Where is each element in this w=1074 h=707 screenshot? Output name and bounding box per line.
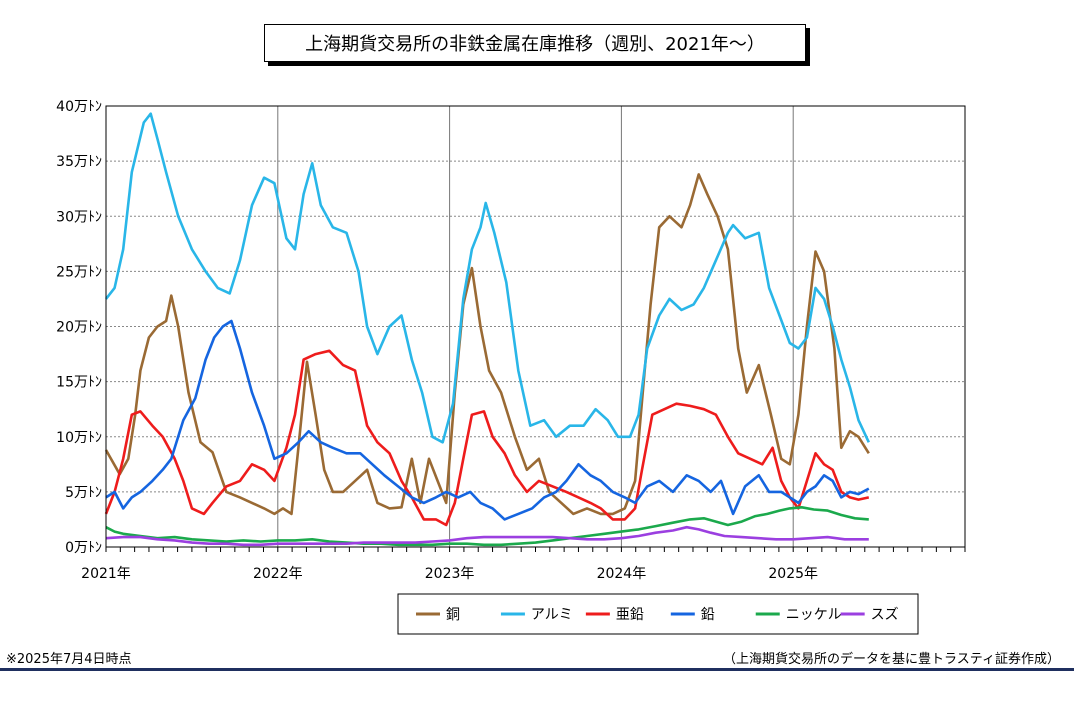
x-tick-label: 2022年 xyxy=(253,566,303,582)
x-axis-ticks: 2021年 2022年 2023年 2024年 2025年 xyxy=(81,547,966,582)
y-tick-label: 10万ﾄﾝ xyxy=(56,430,102,446)
footer-rule xyxy=(0,668,1074,671)
series-line xyxy=(105,525,869,547)
x-tick-label: 2025年 xyxy=(768,566,818,582)
legend: 銅 アルミ 亜鉛 鉛 ニッケル スズ xyxy=(397,593,919,635)
x-tick-label: 2023年 xyxy=(425,566,475,582)
legend-label: 銅 xyxy=(446,607,460,623)
series-line xyxy=(104,349,870,527)
y-tick-label: 25万ﾄﾝ xyxy=(56,264,102,280)
series-line xyxy=(105,319,870,521)
series-lines xyxy=(104,112,870,547)
legend-label: 亜鉛 xyxy=(616,607,644,623)
y-tick-label: 0万ﾄﾝ xyxy=(65,540,102,556)
y-tick-label: 5万ﾄﾝ xyxy=(65,485,102,501)
legend-label: アルミ xyxy=(531,607,573,623)
y-tick-label: 40万ﾄﾝ xyxy=(56,99,102,115)
y-tick-label: 30万ﾄﾝ xyxy=(56,209,102,225)
series-line xyxy=(104,173,870,516)
y-axis-ticks: 0万ﾄﾝ 5万ﾄﾝ 10万ﾄﾝ 15万ﾄﾝ 20万ﾄﾝ 25万ﾄﾝ 30万ﾄﾝ 35万ﾄﾝ 40… xyxy=(56,99,102,556)
legend-box xyxy=(397,593,919,635)
y-tick-label: 20万ﾄﾝ xyxy=(56,320,102,336)
series-line xyxy=(104,112,870,444)
line-chart: 0万ﾄﾝ 5万ﾄﾝ 10万ﾄﾝ 15万ﾄﾝ 20万ﾄﾝ 25万ﾄﾝ 30万ﾄﾝ 35万ﾄﾝ 40… xyxy=(56,99,966,635)
x-tick-label: 2024年 xyxy=(597,566,647,582)
legend-label: ニッケル xyxy=(786,607,842,623)
legend-label: スズ xyxy=(871,607,899,623)
y-tick-label: 15万ﾄﾝ xyxy=(56,375,102,391)
x-tick-label: 2021年 xyxy=(81,566,131,582)
source-note: （上海期貨交易所のデータを基に豊トラスティ証券作成） xyxy=(723,652,1060,667)
series-line xyxy=(105,506,869,547)
chart-title: 上海期貨交易所の非鉄金属在庫推移（週別、2021年～） xyxy=(264,24,806,62)
legend-label: 鉛 xyxy=(701,607,715,623)
timestamp-note: ※2025年7月4日時点 xyxy=(6,652,132,667)
y-tick-label: 35万ﾄﾝ xyxy=(56,154,102,170)
plot-frame xyxy=(105,105,966,548)
